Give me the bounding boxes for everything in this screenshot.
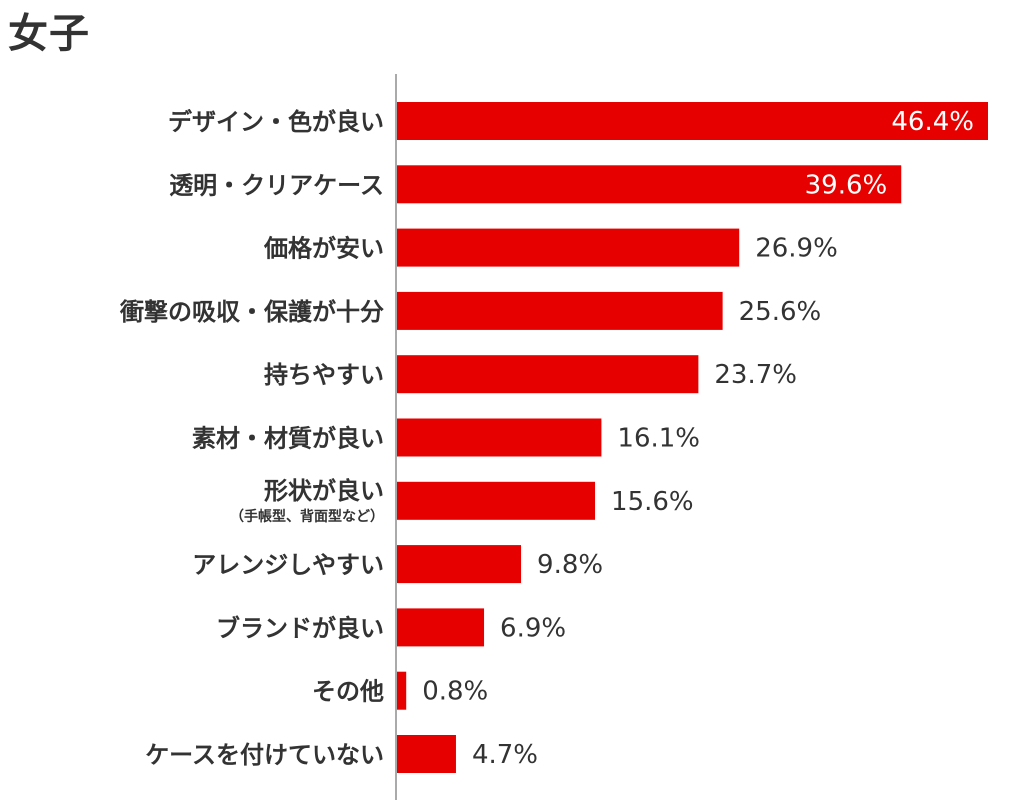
- value-label: 25.6%: [739, 297, 822, 327]
- category-label: 透明・クリアケース: [169, 171, 384, 199]
- bar: [396, 355, 699, 394]
- value-label: 26.9%: [755, 234, 838, 264]
- category-label: 形状が良い: [264, 477, 384, 505]
- bar: [396, 228, 740, 267]
- category-label: その他: [312, 678, 384, 706]
- category-label: 持ちやすい: [264, 361, 384, 389]
- bar: [396, 671, 407, 710]
- bar: [396, 735, 456, 773]
- category-sublabel: （手帳型、背面型など）: [230, 508, 384, 525]
- bar: [396, 608, 485, 647]
- bar: [396, 102, 988, 140]
- category-label: ブランドが良い: [216, 614, 384, 642]
- bar: [396, 165, 902, 204]
- value-label: 6.9%: [500, 613, 566, 643]
- bar: [396, 545, 522, 584]
- category-label: 価格が安い: [263, 235, 384, 263]
- bars: [396, 102, 988, 773]
- value-label: 46.4%: [891, 107, 974, 137]
- category-label: ケースを付けていない: [145, 741, 384, 769]
- value-label: 15.6%: [611, 487, 694, 517]
- value-label: 16.1%: [617, 424, 700, 454]
- bar: [396, 481, 596, 520]
- value-label: 0.8%: [422, 677, 488, 707]
- category-label: デザイン・色が良い: [168, 108, 384, 136]
- value-label: 39.6%: [805, 170, 888, 200]
- value-labels: 46.4% 39.6% 26.9% 25.6% 23.7% 16.1% 15.6% 9.8% 6…: [422, 107, 974, 770]
- category-label: アレンジしやすい: [192, 551, 384, 579]
- category-label: 素材・材質が良い: [192, 425, 384, 453]
- value-label: 9.8%: [537, 550, 603, 580]
- page-title: 女子: [8, 11, 90, 57]
- category-labels: デザイン・色が良い透明・クリアケース価格が安い衝撃の吸収・保護が十分持ちやすい素…: [119, 108, 384, 769]
- value-label: 23.7%: [714, 360, 797, 390]
- value-label: 4.7%: [472, 740, 538, 770]
- bar: [396, 418, 602, 457]
- bar: [396, 291, 723, 330]
- category-label: 衝撃の吸収・保護が十分: [119, 298, 384, 326]
